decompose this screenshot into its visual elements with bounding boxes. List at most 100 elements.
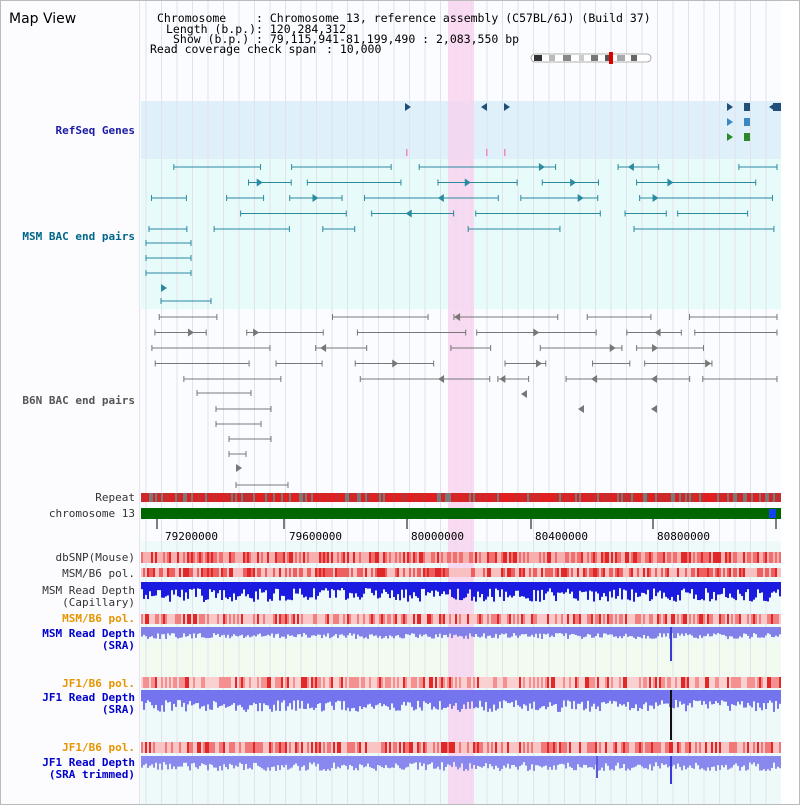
msm-b6-pol-track-cell bbox=[685, 568, 687, 577]
msm-b6-pol-track-cell bbox=[349, 568, 351, 577]
repeat-segment bbox=[397, 493, 399, 502]
b6n-bac-label[interactable]: B6N BAC end pairs bbox=[22, 394, 135, 407]
msm-b6-pol-track-2-cell bbox=[663, 614, 665, 624]
jf1-b6-pol-track-2-cell bbox=[511, 742, 513, 753]
msm-b6-pol-track-2-cell bbox=[555, 614, 557, 624]
dbsnp-track-cell bbox=[707, 552, 709, 563]
msm-b6-pol-track-cell bbox=[761, 568, 763, 577]
msm-b6-pol-track-2-cell bbox=[493, 614, 495, 624]
jf1-b6-pol-track-cell bbox=[731, 677, 733, 688]
jf1-depth-trimmed-track-bar bbox=[543, 756, 545, 767]
refseq-genes-label[interactable]: RefSeq Genes bbox=[55, 124, 135, 137]
msm-b6-pol-track-cell bbox=[183, 568, 185, 577]
msm-depth-capillary-track-bar bbox=[353, 582, 355, 598]
jf1-b6-pol-track-2-cell bbox=[343, 742, 345, 753]
msm-depth-sra-track-bar bbox=[429, 627, 431, 637]
jf1-depth-trimmed-track-bar bbox=[283, 756, 285, 768]
jf1-b6-pol-track-2-cell bbox=[371, 742, 373, 753]
msm-b6-pol-track-cell bbox=[147, 568, 149, 577]
jf1-b6-pol-track-2-cell bbox=[437, 742, 439, 753]
dbsnp-track-cell bbox=[499, 552, 501, 563]
msm-b6-pol-track-cell bbox=[569, 568, 571, 577]
repeat-segment bbox=[417, 493, 419, 502]
msm-depth-capillary-track-bar bbox=[239, 582, 241, 596]
msm-depth-capillary-track-bar bbox=[665, 582, 667, 597]
msm-b6-pol-track-2-cell bbox=[537, 614, 539, 624]
dbsnp-track-cell bbox=[479, 552, 481, 563]
msm-b6-pol-track-2-cell bbox=[281, 614, 283, 624]
jf1-depth-sra-track-bar bbox=[341, 690, 343, 710]
msm-depth-sra-track-bar bbox=[363, 627, 365, 639]
jf1-b6-pol-track-cell bbox=[311, 677, 313, 688]
msm-depth-capillary-track-bar bbox=[215, 582, 217, 598]
jf1-b6-pol-track-cell bbox=[377, 677, 379, 688]
msm-depth-sra-track-bar bbox=[727, 627, 729, 639]
msm-b6-pol-track-2-cell bbox=[471, 614, 473, 624]
jf1-depth-trimmed-track-bar bbox=[153, 756, 155, 768]
jf1-b6-pol-track-cell bbox=[623, 677, 625, 688]
repeat-segment bbox=[475, 493, 477, 502]
jf1-b6-pol-track-cell bbox=[455, 677, 457, 688]
repeat-segment bbox=[371, 493, 373, 502]
jf1-depth-sra-track-bar bbox=[429, 690, 431, 703]
jf1-b6-pol-track-cell bbox=[371, 677, 373, 688]
jf1-b6-pol-track-2-cell bbox=[663, 742, 665, 753]
jf1-depth-trimmed-track-bar bbox=[391, 756, 393, 768]
jf1-depth-sra-track-bar bbox=[633, 690, 635, 709]
repeat-segment bbox=[429, 493, 431, 502]
msm-depth-capillary-track-bar bbox=[287, 582, 289, 600]
msm-b6-pol-track-2-cell bbox=[211, 614, 213, 624]
msm-bac-label[interactable]: MSM BAC end pairs bbox=[22, 230, 135, 243]
msm-depth-sra-track-bar bbox=[219, 627, 221, 637]
msm-b6-pol-track-cell bbox=[523, 568, 525, 577]
jf1-b6-pol-track-cell bbox=[593, 677, 595, 688]
msm-depth-sra-track-bar bbox=[639, 627, 641, 638]
jf1-b6-pol-track-2-cell bbox=[245, 742, 247, 753]
msm-depth-sra-track-bar bbox=[687, 627, 689, 636]
dbsnp-track-cell bbox=[405, 552, 407, 563]
jf1-b6-pol-track-cell bbox=[301, 677, 303, 688]
dbsnp-track-cell bbox=[291, 552, 293, 563]
msm-depth-capillary-track-bar bbox=[631, 582, 633, 590]
jf1-b6-pol-track-2-cell bbox=[349, 742, 351, 753]
msm-b6-pol-track-2-cell bbox=[223, 614, 225, 624]
msm-b6-pol-track-2-cell bbox=[691, 614, 693, 624]
msm-b6-pol-track-cell bbox=[269, 568, 271, 577]
msm-depth-capillary-track-bar bbox=[389, 582, 391, 599]
jf1-depth-sra-track-bar bbox=[217, 690, 219, 708]
jf1-depth-sra-track-bar bbox=[431, 690, 433, 710]
dbsnp-track-cell bbox=[459, 552, 461, 563]
jf1-depth-trimmed-track bbox=[141, 756, 781, 784]
msm-depth-sra-track-bar bbox=[303, 627, 305, 634]
msm-depth-capillary-track-bar bbox=[655, 582, 657, 597]
jf1-depth-sra-track-bar bbox=[723, 690, 725, 702]
jf1-depth-sra-track-bar bbox=[227, 690, 229, 707]
msm-depth-sra-track-bar bbox=[507, 627, 509, 638]
jf1-depth-trimmed-track-bar bbox=[691, 756, 693, 768]
msm-depth-capillary-track-bar bbox=[411, 582, 413, 599]
msm-b6-pol-track-2-cell bbox=[689, 614, 691, 624]
dbsnp-track-cell bbox=[143, 552, 145, 563]
msm-depth-capillary-track-bar bbox=[285, 582, 287, 601]
msm-b6-pol-track-2-cell bbox=[765, 614, 767, 624]
msm-depth-capillary-track-bar bbox=[651, 582, 653, 600]
jf1-depth-sra-track-bar bbox=[299, 690, 301, 709]
msm-depth-capillary-track-bar bbox=[689, 582, 691, 594]
msm-depth-capillary-track-bar bbox=[677, 582, 679, 595]
jf1-depth-sra-track-bar bbox=[233, 690, 235, 704]
dbsnp-track-cell bbox=[617, 552, 619, 563]
jf1-depth-sra-track-bar bbox=[453, 690, 455, 706]
repeat-segment bbox=[259, 493, 261, 502]
refseq-mark bbox=[486, 149, 488, 156]
jf1-b6-pol-track-2-cell bbox=[383, 742, 385, 753]
dbsnp-track-cell bbox=[563, 552, 565, 563]
dbsnp-track-cell bbox=[441, 552, 443, 563]
jf1-b6-pol-track-2-cell bbox=[547, 742, 549, 753]
msm-depth-capillary-track-bar bbox=[489, 582, 491, 589]
msm-depth-capillary-track-bar bbox=[493, 582, 495, 602]
msm-depth-capillary-track-bar bbox=[171, 582, 173, 591]
jf1-depth-sra-track-bar bbox=[375, 690, 377, 706]
msm-b6-pol-track-cell bbox=[409, 568, 411, 577]
repeat-segment bbox=[603, 493, 605, 502]
